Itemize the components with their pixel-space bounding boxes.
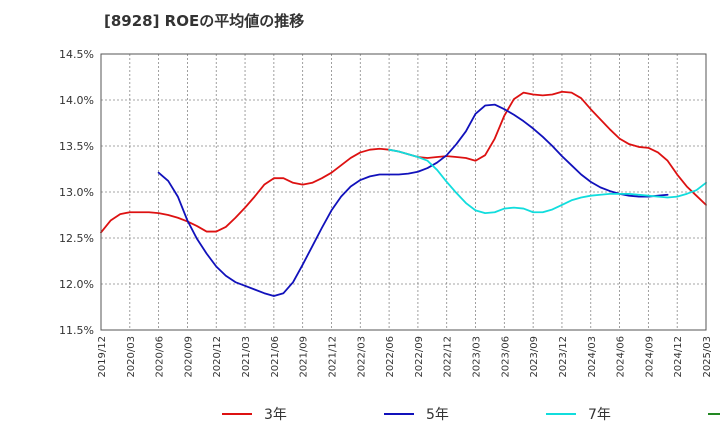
legend-item-3年[interactable]: 3年 xyxy=(222,407,287,423)
y-tick-label: 13.0% xyxy=(59,186,94,199)
series-line-5年 xyxy=(157,103,669,297)
y-tick-label: 12.5% xyxy=(59,232,94,245)
x-tick-label: 2024/09 xyxy=(644,336,655,378)
x-tick-label: 2022/12 xyxy=(443,336,454,378)
x-tick-label: 2021/06 xyxy=(270,336,281,378)
x-tick-layer: 2019/12 2020/03 2020/06 2020/09 2020/12 2021/… xyxy=(97,336,713,378)
x-tick-label: 2020/03 xyxy=(126,336,137,378)
grid-layer xyxy=(101,54,706,330)
legend-label: 3年 xyxy=(264,407,287,423)
y-tick-label: 14.5% xyxy=(59,48,94,61)
plot-area-border xyxy=(100,53,707,331)
chart-title: [8928] ROEの平均値の推移 xyxy=(104,12,305,30)
x-tick-label: 2021/12 xyxy=(327,336,338,378)
x-tick-label: 2022/09 xyxy=(414,336,425,378)
y-tick-layer: 11.5% 12.0% 12.5% 13.0% 13.5% 14.0% 14.5% xyxy=(59,48,94,337)
x-tick-label: 2023/06 xyxy=(500,336,511,378)
x-tick-label: 2020/06 xyxy=(155,336,166,378)
series-layer xyxy=(100,90,707,297)
legend[interactable]: 3年 5年 7年 10年 xyxy=(222,407,720,423)
x-tick-label: 2024/03 xyxy=(587,336,598,378)
x-tick-label: 2023/12 xyxy=(558,336,569,378)
legend-item-10年[interactable]: 10年 xyxy=(708,407,720,423)
x-tick-label: 2021/09 xyxy=(299,336,310,378)
x-tick-label: 2023/09 xyxy=(529,336,540,378)
x-tick-label: 2021/03 xyxy=(241,336,252,378)
legend-label: 5年 xyxy=(426,407,449,423)
x-tick-label: 2022/06 xyxy=(385,336,396,378)
x-tick-label: 2020/09 xyxy=(183,336,194,378)
y-tick-label: 11.5% xyxy=(59,324,94,337)
x-tick-label: 2019/12 xyxy=(97,336,108,378)
x-tick-label: 2022/03 xyxy=(356,336,367,378)
x-tick-label: 2020/12 xyxy=(212,336,223,378)
x-tick-label: 2024/12 xyxy=(673,336,684,378)
y-tick-label: 14.0% xyxy=(59,94,94,107)
y-tick-label: 12.0% xyxy=(59,278,94,291)
x-tick-label: 2025/03 xyxy=(702,336,713,378)
series-line-7年 xyxy=(388,148,707,215)
legend-item-7年[interactable]: 7年 xyxy=(546,407,611,423)
x-tick-label: 2023/03 xyxy=(472,336,483,378)
x-tick-label: 2024/06 xyxy=(616,336,627,378)
y-tick-label: 13.5% xyxy=(59,140,94,153)
legend-item-5年[interactable]: 5年 xyxy=(384,407,449,423)
legend-label: 7年 xyxy=(588,407,611,423)
